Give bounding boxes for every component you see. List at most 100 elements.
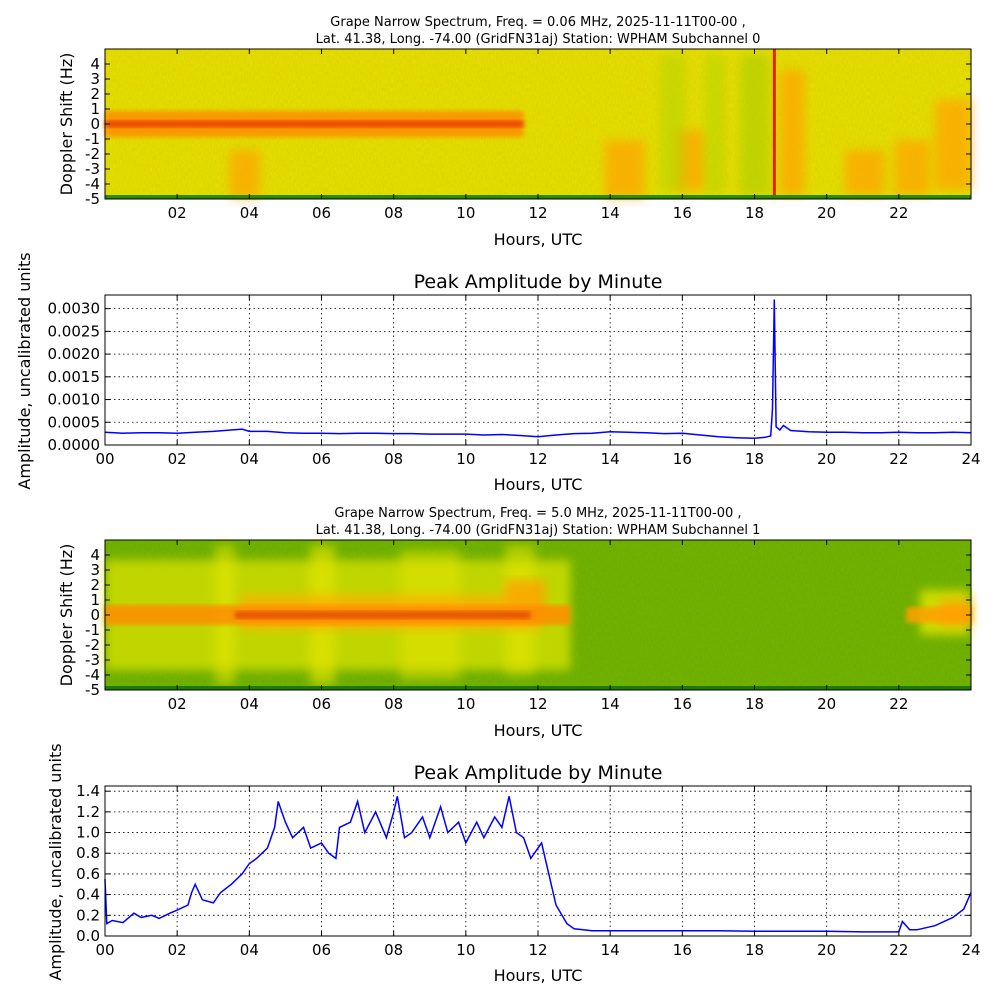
x-tick-label: 04 (240, 204, 259, 222)
x-tick-label: 12 (528, 204, 547, 222)
x-tick-label: 20 (817, 204, 836, 222)
x-tick-label: 24 (961, 450, 980, 468)
x-tick-label: 22 (889, 941, 908, 959)
x-tick-label: 02 (168, 450, 187, 468)
x-tick-label: 22 (889, 204, 908, 222)
x-tick-label: 22 (889, 695, 908, 713)
spectrogram-0-title-line-1: Grape Narrow Spectrum, Freq. = 0.06 MHz,… (330, 15, 745, 30)
spectrogram-0-spike-line (772, 49, 776, 199)
y-tick-label: 2 (90, 576, 100, 594)
y-tick-label: -1 (85, 621, 100, 639)
amplitude-0-x-axis-label: Hours, UTC (494, 475, 583, 494)
x-tick-label: 00 (95, 941, 114, 959)
x-tick-label: 18 (745, 941, 764, 959)
x-tick-label: 10 (456, 695, 475, 713)
y-tick-label: 0.0025 (48, 322, 101, 340)
y-tick-label: 1 (90, 100, 100, 118)
spectrogram-0-title-line-2: Lat. 41.38, Long. -74.00 (GridFN31aj) St… (316, 32, 761, 47)
x-tick-label: 20 (817, 450, 836, 468)
amplitude-panel-subchannel-0: Peak Amplitude by Minute 00 02 04 06 08 10 12 1… (15, 252, 981, 494)
spectrogram-1-title-line-1: Grape Narrow Spectrum, Freq. = 5.0 MHz, … (334, 506, 741, 521)
spectrogram-1-title-line-2: Lat. 41.38, Long. -74.00 (GridFN31aj) St… (316, 523, 761, 538)
x-tick-label: 12 (528, 695, 547, 713)
x-tick-label: 16 (673, 450, 692, 468)
x-tick-label: 18 (745, 204, 764, 222)
x-tick-label: 02 (168, 941, 187, 959)
x-tick-label: 10 (456, 941, 475, 959)
spectrogram-0-y-axis-label: Doppler Shift (Hz) (57, 53, 76, 196)
y-tick-label: 1.0 (76, 824, 100, 842)
amplitude-1-grid (104, 786, 972, 937)
spectrogram-panel-subchannel-0: Grape Narrow Spectrum, Freq. = 0.06 MHz,… (57, 15, 972, 249)
spectrogram-0-plot-area (104, 48, 972, 200)
x-tick-label: 08 (384, 695, 403, 713)
x-tick-label: 12 (528, 450, 547, 468)
x-tick-label: 16 (673, 695, 692, 713)
x-tick-label: 06 (312, 941, 331, 959)
y-tick-label: 3 (90, 70, 100, 88)
y-tick-label: 0.8 (76, 844, 100, 862)
spectrogram-0-carrier-line (105, 120, 524, 128)
x-tick-label: 14 (601, 204, 620, 222)
y-tick-label: 0.4 (76, 886, 100, 904)
y-tick-label: 4 (90, 55, 100, 73)
spectrogram-1-carrier-resume (906, 607, 971, 623)
y-tick-label: -2 (85, 636, 100, 654)
spectrogram-0-x-axis-label: Hours, UTC (494, 230, 583, 249)
x-tick-label: 10 (456, 204, 475, 222)
y-tick-label: 1 (90, 591, 100, 609)
x-tick-label: 14 (601, 941, 620, 959)
y-tick-label: 0.0015 (48, 368, 101, 386)
x-tick-label: 04 (240, 941, 259, 959)
amplitude-panel-subchannel-1: Peak Amplitude by Minute 00 02 04 06 08 10 12 1… (46, 743, 981, 985)
y-tick-label: 0.0030 (48, 300, 101, 318)
x-tick-label: 10 (456, 450, 475, 468)
y-tick-label: -5 (85, 681, 100, 699)
x-tick-label: 02 (168, 204, 187, 222)
amplitude-1-y-axis-label: Amplitude, uncalibrated units (46, 743, 65, 980)
amplitude-1-title: Peak Amplitude by Minute (414, 762, 663, 784)
amplitude-0-axes: 00 02 04 06 08 10 12 14 16 18 20 22 24 0.0000 0.0005 0.… (48, 295, 981, 468)
x-tick-label: 06 (312, 695, 331, 713)
x-tick-label: 14 (601, 695, 620, 713)
x-tick-label: 20 (817, 695, 836, 713)
x-tick-label: 06 (312, 204, 331, 222)
x-tick-label: 04 (240, 695, 259, 713)
spectrogram-panel-subchannel-1: Grape Narrow Spectrum, Freq. = 5.0 MHz, … (57, 506, 972, 740)
x-tick-label: 16 (673, 204, 692, 222)
x-tick-label: 18 (745, 695, 764, 713)
amplitude-0-series-line (104, 299, 972, 439)
y-tick-label: 3 (90, 561, 100, 579)
amplitude-0-y-axis-label: Amplitude, uncalibrated units (15, 252, 34, 489)
amplitude-1-x-axis-label: Hours, UTC (494, 966, 583, 985)
amplitude-1-axes: 00 02 04 06 08 10 12 14 16 18 20 22 24 0.0 0.2 0.4 0.6 0.… (76, 782, 980, 959)
y-tick-label: 0.0005 (48, 413, 101, 431)
amplitude-0-plot-area (105, 295, 971, 445)
y-tick-label: 0.0 (76, 927, 100, 945)
x-tick-label: 14 (601, 450, 620, 468)
spectrogram-1-carrier-line (235, 611, 531, 619)
x-tick-label: 08 (384, 941, 403, 959)
y-tick-label: 1.2 (76, 803, 100, 821)
x-tick-label: 16 (673, 941, 692, 959)
x-tick-label: 06 (312, 450, 331, 468)
y-tick-label: -1 (85, 130, 100, 148)
x-tick-label: 20 (817, 941, 836, 959)
x-tick-label: 18 (745, 450, 764, 468)
amplitude-0-grid (104, 295, 972, 446)
y-tick-label: 0 (90, 115, 100, 133)
y-tick-label: 0.0020 (48, 345, 101, 363)
amplitude-0-title: Peak Amplitude by Minute (414, 271, 663, 293)
y-tick-label: 4 (90, 546, 100, 564)
amplitude-1-plot-area (105, 786, 971, 936)
x-tick-label: 00 (95, 450, 114, 468)
y-tick-label: 0.0000 (48, 436, 101, 454)
y-tick-label: 0.6 (76, 865, 100, 883)
spectrogram-0-quiet-patches (660, 55, 770, 195)
spectrogram-1-x-axis-label: Hours, UTC (494, 721, 583, 740)
y-tick-label: 2 (90, 85, 100, 103)
y-tick-label: -3 (85, 160, 100, 178)
